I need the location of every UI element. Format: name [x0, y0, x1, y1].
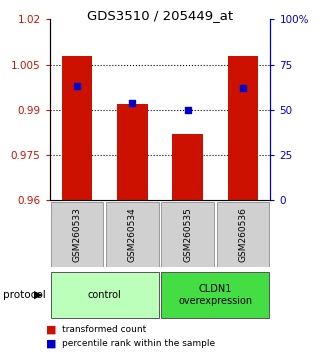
Bar [62, 56, 92, 200]
FancyBboxPatch shape [161, 272, 269, 318]
Text: GSM260536: GSM260536 [238, 207, 247, 262]
Text: CLDN1
overexpression: CLDN1 overexpression [178, 284, 252, 306]
FancyBboxPatch shape [106, 202, 159, 267]
FancyBboxPatch shape [51, 272, 159, 318]
Bar [172, 134, 203, 200]
Bar [117, 104, 148, 200]
FancyBboxPatch shape [217, 202, 269, 267]
Point [75, 84, 80, 89]
Text: transformed count: transformed count [62, 325, 147, 335]
Text: GSM260534: GSM260534 [128, 207, 137, 262]
Text: ■: ■ [46, 325, 57, 335]
Text: GDS3510 / 205449_at: GDS3510 / 205449_at [87, 9, 233, 22]
Text: GSM260533: GSM260533 [73, 207, 82, 262]
Text: protocol: protocol [3, 290, 46, 300]
Text: ■: ■ [46, 338, 57, 348]
FancyBboxPatch shape [51, 202, 103, 267]
Text: percentile rank within the sample: percentile rank within the sample [62, 339, 216, 348]
FancyBboxPatch shape [161, 202, 214, 267]
Text: ▶: ▶ [34, 290, 42, 300]
Point [185, 107, 190, 113]
Text: control: control [88, 290, 122, 300]
Point [130, 100, 135, 105]
Bar [228, 56, 258, 200]
Point [240, 85, 245, 91]
Text: GSM260535: GSM260535 [183, 207, 192, 262]
